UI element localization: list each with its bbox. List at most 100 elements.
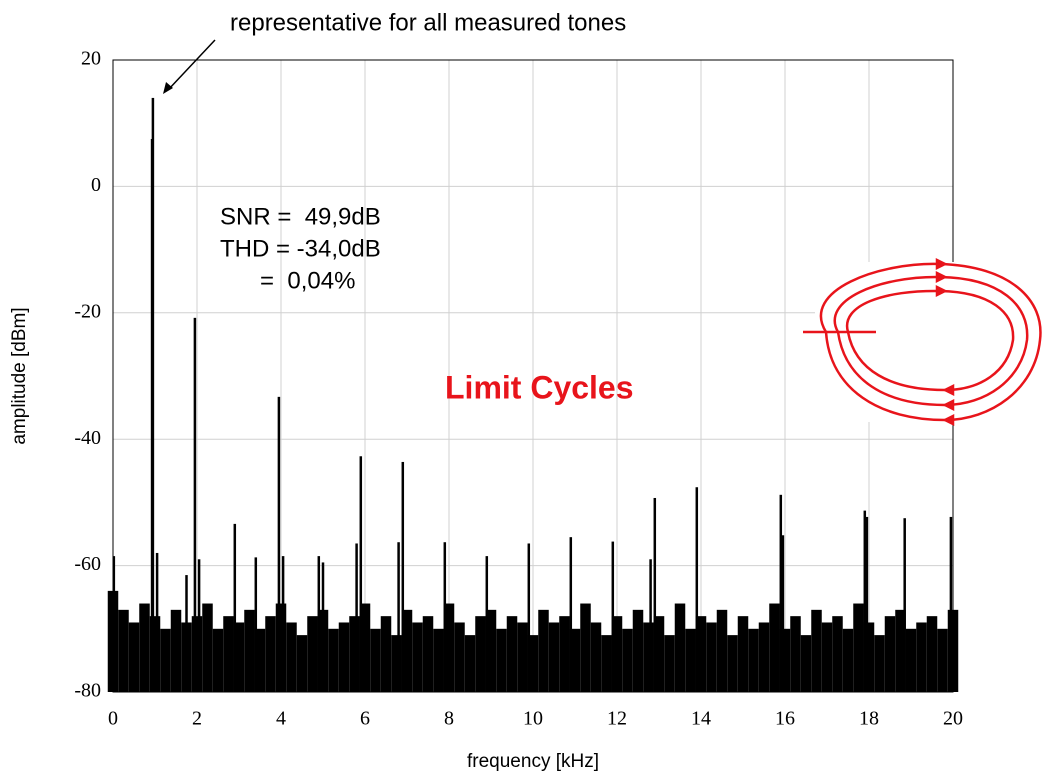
spectrum-line — [800, 635, 812, 692]
x-tick-label: 6 — [360, 708, 370, 730]
spectrum-line — [496, 628, 507, 692]
annotation: representative for all measured tones — [230, 9, 626, 36]
spectrum-line — [170, 609, 182, 692]
spectrum-line — [307, 616, 318, 692]
x-tick-label: 18 — [859, 708, 879, 730]
y-tick-label: 0 — [91, 174, 101, 196]
spectrum-line — [790, 616, 801, 692]
spectrum-line — [769, 603, 780, 692]
x-tick-label: 2 — [192, 708, 202, 730]
spectrum-line — [649, 559, 652, 692]
spectrum-line — [254, 557, 258, 692]
spectrum-line — [905, 628, 917, 692]
spectrum-line — [112, 556, 116, 692]
spectrum-line — [580, 603, 591, 692]
spectrum-line — [355, 543, 358, 692]
spectrum-line — [275, 603, 287, 692]
y-tick-label: -60 — [74, 553, 101, 575]
spectrum-line — [233, 622, 245, 692]
x-tick-label: 4 — [276, 708, 286, 730]
spectrum-line — [443, 542, 447, 692]
spectrum-line — [895, 609, 906, 692]
spectrum-line — [863, 510, 867, 692]
spectrum-line — [128, 622, 140, 692]
x-axis-label: frequency [kHz] — [467, 751, 599, 772]
spectrum-line — [464, 635, 476, 692]
spectrum-line — [397, 542, 400, 692]
spectrum-line — [202, 603, 213, 692]
spectrum-line — [286, 622, 297, 692]
annotation: SNR = 49,9dB — [220, 203, 381, 230]
spectrum-line — [160, 628, 171, 692]
spectrum-line — [937, 628, 948, 692]
spectrum-line — [779, 494, 783, 692]
spectrum-line — [926, 616, 938, 692]
spectrum-line — [223, 616, 234, 692]
spectrum-line — [611, 541, 615, 692]
spectrum-line — [212, 628, 224, 692]
spectrum-line — [653, 497, 657, 692]
spectrum-line — [254, 628, 266, 692]
spectrum-line — [664, 635, 675, 692]
spectrum-line — [328, 628, 339, 692]
spectrum-line — [443, 603, 455, 692]
y-tick-label: 20 — [81, 48, 101, 70]
spectrum-line — [590, 622, 602, 692]
spectrum-line — [349, 616, 360, 692]
spectrum-line — [695, 487, 699, 692]
x-tick-label: 8 — [444, 708, 454, 730]
spectrum-line — [865, 516, 869, 692]
spectrum-line — [485, 609, 497, 692]
spectrum-line — [412, 622, 423, 692]
spectrum-line — [548, 622, 560, 692]
spectrum-line — [685, 628, 696, 692]
spectrum-line — [653, 616, 665, 692]
spectrum-line — [569, 537, 573, 692]
spectrum-line — [706, 622, 717, 692]
annotation: = 0,04% — [220, 267, 355, 294]
spectrum-line — [821, 622, 833, 692]
spectrum-line — [197, 559, 201, 692]
spectrum-line — [611, 616, 623, 692]
spectrum-line — [454, 622, 465, 692]
spectrum-line — [506, 616, 518, 692]
spectrum-line — [643, 622, 654, 692]
spectrum-line — [244, 609, 255, 692]
spectrum-line — [370, 628, 381, 692]
spectrum-line — [359, 456, 363, 692]
spectrum-line — [380, 616, 392, 692]
spectrum-line — [281, 556, 285, 692]
spectrum-line — [151, 97, 155, 693]
spectrum-line — [884, 616, 896, 692]
spectrum-line — [485, 556, 489, 692]
spectrum-line — [233, 523, 237, 692]
spectrum-line — [737, 616, 749, 692]
spectrum-line — [853, 603, 864, 692]
spectrum-line — [139, 603, 150, 692]
spectrum-line — [559, 616, 570, 692]
arrow-head — [163, 82, 173, 94]
spectrum-line — [149, 616, 161, 692]
spectrum-line — [401, 461, 405, 692]
spectrum-line — [811, 609, 822, 692]
x-tick-label: 14 — [691, 708, 711, 730]
spectrum-line — [422, 616, 434, 692]
x-tick-label: 16 — [775, 708, 795, 730]
x-tick-label: 12 — [607, 708, 627, 730]
spectrum-line — [118, 609, 129, 692]
spectrum-line — [433, 628, 444, 692]
spectrum-line — [622, 628, 633, 692]
spectrum-line — [527, 543, 531, 692]
spectrum-line — [863, 622, 875, 692]
spectrum-line — [842, 628, 854, 692]
spectrum-line — [191, 616, 203, 692]
spectrum-line — [193, 317, 197, 692]
y-tick-label: -40 — [74, 427, 101, 449]
spectrum-line — [517, 622, 528, 692]
spectrum-line — [716, 609, 728, 692]
spectrum-line — [832, 616, 843, 692]
y-tick-label: -20 — [74, 300, 101, 322]
spectrum-line — [779, 628, 791, 692]
spectrum-line — [359, 603, 371, 692]
